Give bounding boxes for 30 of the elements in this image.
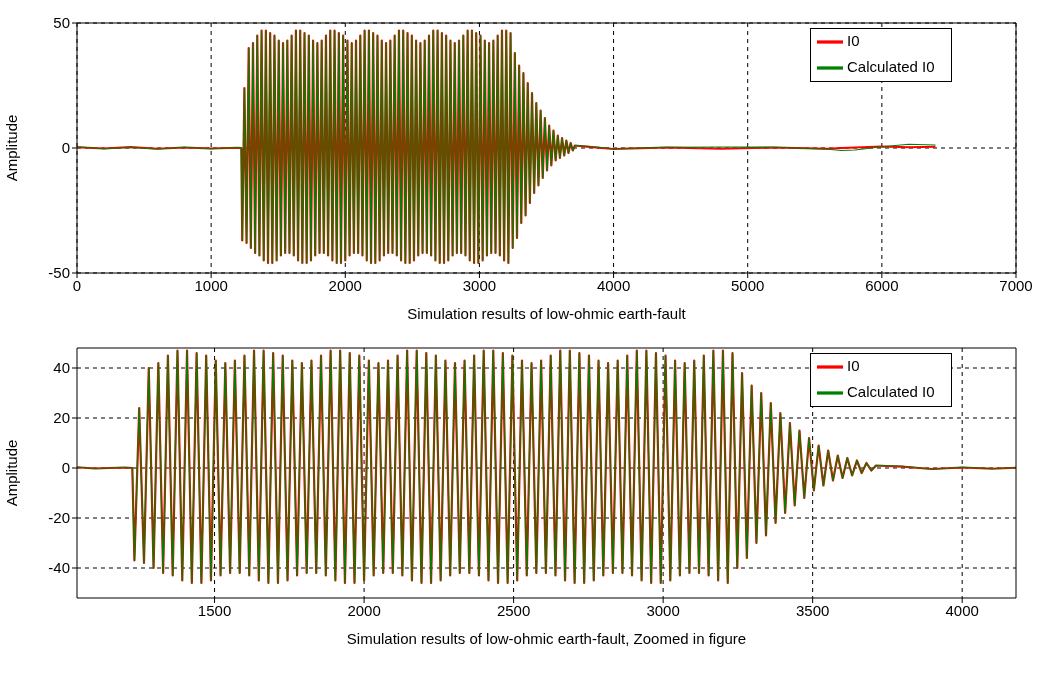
x-tick-label: 2000 (328, 276, 362, 294)
legend-label: I0 (847, 31, 860, 49)
y-tick-label: 50 (53, 14, 70, 32)
y-tick-label: -50 (48, 264, 70, 282)
x-tick-label: 3000 (646, 601, 680, 619)
y-tick-label: 40 (53, 359, 70, 377)
y-tick-label: -40 (48, 559, 70, 577)
legend-label: Calculated I0 (847, 382, 935, 400)
legend-label: Calculated I0 (847, 57, 935, 75)
x-tick-label: 1000 (194, 276, 228, 294)
y-axis-title: Amplitude (3, 114, 21, 182)
x-tick-label: 7000 (999, 276, 1033, 294)
x-tick-label: 6000 (865, 276, 899, 294)
x-axis-title: Simulation results of low-ohmic earth-fault (407, 305, 687, 322)
x-tick-label: 3500 (795, 601, 830, 619)
x-tick-label: 4000 (596, 276, 631, 294)
legend-label: I0 (847, 356, 860, 374)
y-tick-label: 0 (61, 139, 70, 157)
y-tick-label: -20 (48, 509, 70, 527)
y-tick-label: 20 (53, 409, 70, 427)
x-tick-label: 5000 (731, 276, 765, 294)
x-tick-label: 2500 (496, 601, 531, 619)
x-axis-title: Simulation results of low-ohmic earth-fault, Zoomed in figure (346, 630, 747, 647)
y-tick-label: 0 (61, 459, 70, 477)
x-tick-label: 2000 (347, 601, 381, 619)
y-axis-title: Amplitude (3, 439, 21, 507)
x-tick-label: 0 (72, 276, 82, 294)
x-tick-label: 3000 (462, 276, 497, 294)
x-tick-label: 4000 (945, 601, 979, 619)
x-tick-label: 1500 (197, 601, 232, 619)
